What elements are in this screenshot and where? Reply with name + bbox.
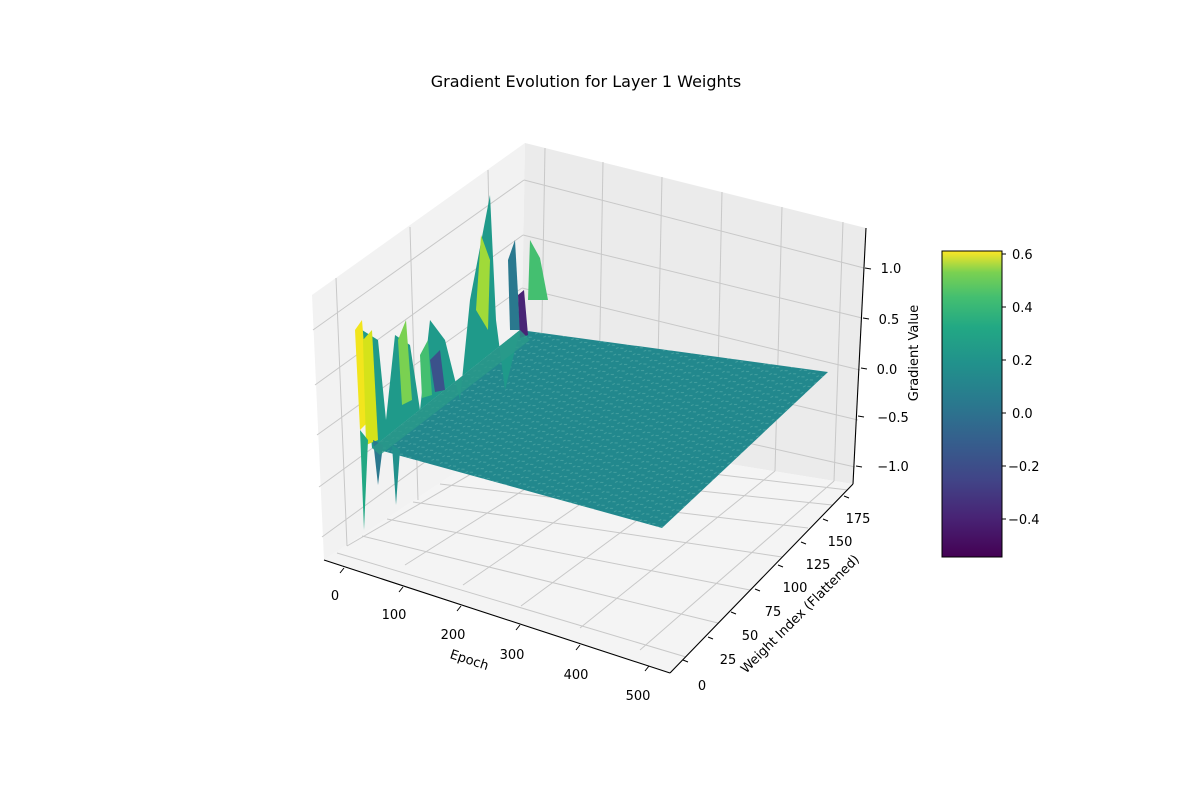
z-tick: 1.0 [881, 262, 902, 277]
y-tick: 0 [698, 679, 706, 694]
chart-title: Gradient Evolution for Layer 1 Weights [430, 72, 742, 91]
x-tick: 500 [626, 689, 651, 704]
z-tick: −0.5 [877, 411, 909, 426]
x-axis-label: Epoch [448, 647, 490, 674]
y-tick: 50 [742, 629, 759, 644]
z-tick: 0.0 [877, 363, 898, 378]
y-tick: 100 [783, 581, 808, 596]
colorbar-tick: 0.4 [1012, 301, 1033, 316]
gradient-surface [355, 195, 828, 530]
y-tick: 150 [828, 535, 853, 550]
z-tick: −1.0 [877, 460, 909, 475]
colorbar-tick: −0.4 [1008, 513, 1040, 528]
y-tick: 175 [846, 512, 871, 527]
colorbar-tick: 0.6 [1012, 248, 1033, 263]
y-tick: 125 [806, 558, 831, 573]
z-tick: 0.5 [879, 313, 900, 328]
colorbar-tick: 0.0 [1012, 407, 1033, 422]
floor-pane [324, 430, 853, 673]
axis-lines [323, 227, 867, 674]
x-tick: 100 [382, 608, 407, 623]
x-tick: 200 [441, 628, 466, 643]
colorbar-tick: 0.2 [1012, 354, 1033, 369]
z-axis-label: Gradient Value [907, 305, 922, 401]
x-tick: 0 [331, 589, 339, 604]
colorbar-tick: −0.2 [1008, 460, 1040, 475]
x-tick: 300 [500, 648, 525, 663]
y-tick: 25 [720, 653, 737, 668]
colorbar: 0.6 0.4 0.2 0.0 −0.2 −0.4 [941, 248, 1040, 558]
y-tick: 75 [765, 605, 782, 620]
z-axis-ticks: −1.0 −0.5 0.0 0.5 1.0 Gradient Value [855, 262, 922, 475]
x-tick: 400 [564, 668, 589, 683]
